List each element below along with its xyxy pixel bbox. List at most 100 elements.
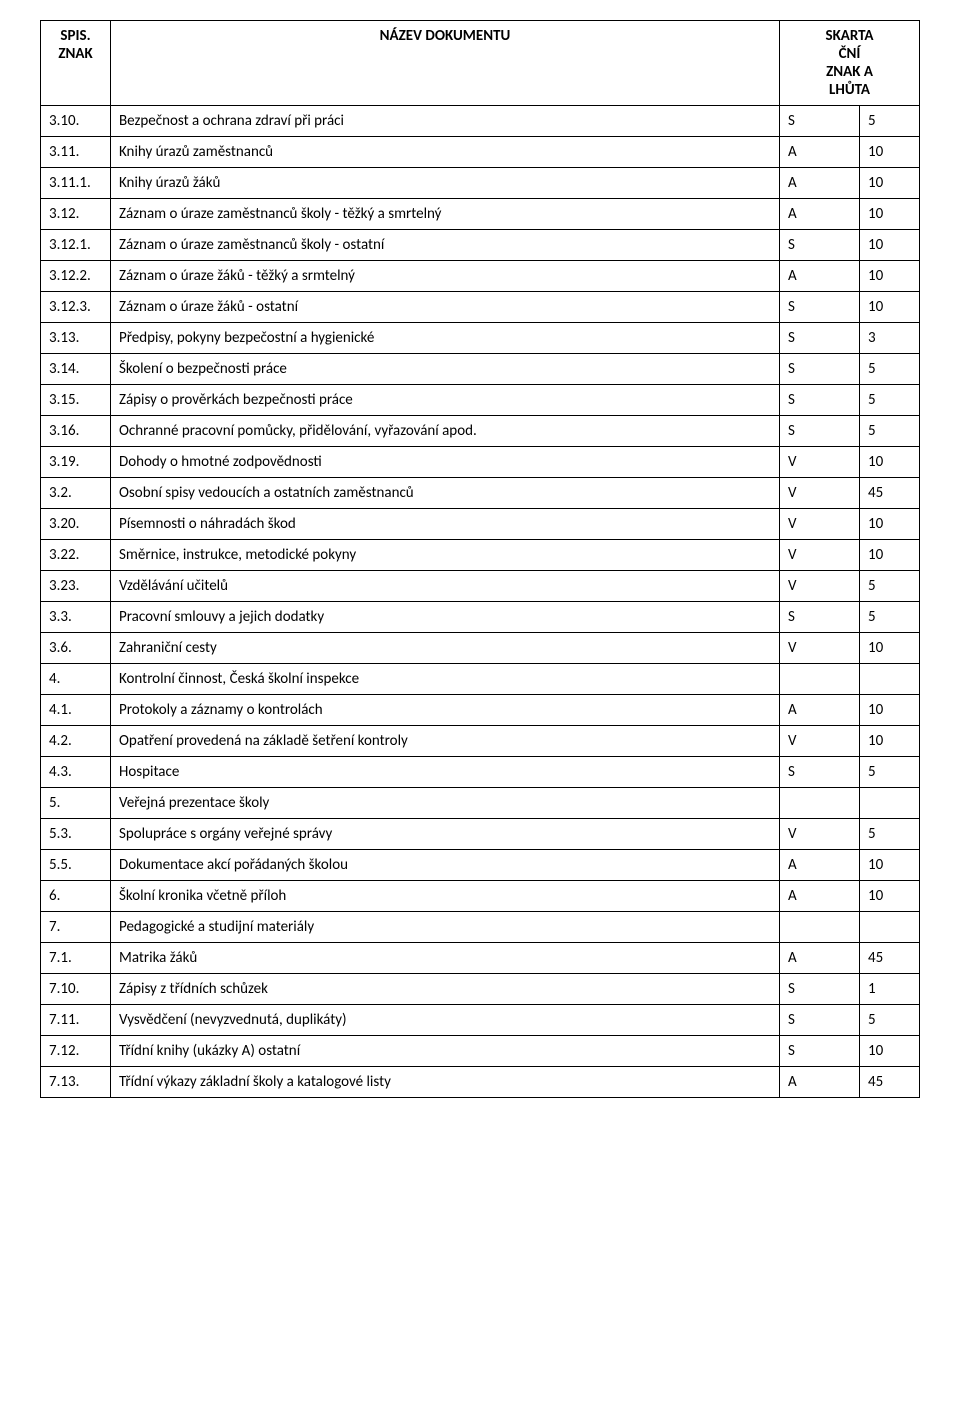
cell-lhuta: 10 [860,881,920,912]
cell-spis-znak: 4.1. [41,695,111,726]
table-row: 3.14.Školení o bezpečnosti práceS5 [41,354,920,385]
cell-nazev: Písemnosti o náhradách škod [111,509,780,540]
table-row: 3.11.1.Knihy úrazů žákůA10 [41,168,920,199]
cell-znak: A [780,881,860,912]
cell-znak: V [780,819,860,850]
cell-lhuta: 45 [860,1067,920,1098]
cell-nazev: Knihy úrazů žáků [111,168,780,199]
cell-lhuta: 10 [860,509,920,540]
table-row: 3.12.Záznam o úraze zaměstnanců školy - … [41,199,920,230]
cell-lhuta [860,788,920,819]
cell-lhuta: 10 [860,850,920,881]
cell-nazev: Záznam o úraze žáků - ostatní [111,292,780,323]
cell-nazev: Zápisy o prověrkách bezpečnosti práce [111,385,780,416]
table-row: 3.2.Osobní spisy vedoucích a ostatních z… [41,478,920,509]
cell-spis-znak: 3.12. [41,199,111,230]
cell-lhuta: 10 [860,540,920,571]
table-row: 3.22.Směrnice, instrukce, metodické poky… [41,540,920,571]
cell-lhuta: 5 [860,571,920,602]
cell-znak: V [780,509,860,540]
cell-lhuta: 5 [860,385,920,416]
cell-znak: S [780,230,860,261]
header-skartacni-znak-lhuta: SKARTA ČNÍ ZNAK A LHŮTA [780,21,920,106]
cell-spis-znak: 5.5. [41,850,111,881]
table-row: 3.11.Knihy úrazů zaměstnancůA10 [41,137,920,168]
table-row: 3.3.Pracovní smlouvy a jejich dodatkyS5 [41,602,920,633]
cell-lhuta: 5 [860,757,920,788]
cell-lhuta: 10 [860,199,920,230]
cell-znak: V [780,447,860,478]
cell-znak: S [780,1036,860,1067]
cell-lhuta: 10 [860,447,920,478]
cell-lhuta: 10 [860,168,920,199]
cell-nazev: Třídní výkazy základní školy a katalogov… [111,1067,780,1098]
table-row: 3.19.Dohody o hmotné zodpovědnostiV10 [41,447,920,478]
cell-znak: V [780,478,860,509]
cell-spis-znak: 3.15. [41,385,111,416]
table-row: 7.10.Zápisy z třídních schůzekS1 [41,974,920,1005]
cell-spis-znak: 3.2. [41,478,111,509]
cell-nazev: Zahraniční cesty [111,633,780,664]
cell-lhuta: 10 [860,726,920,757]
cell-spis-znak: 7.10. [41,974,111,1005]
cell-lhuta: 45 [860,478,920,509]
cell-spis-znak: 5. [41,788,111,819]
table-row: 3.6.Zahraniční cestyV10 [41,633,920,664]
header-spis-znak: SPIS. ZNAK [41,21,111,106]
cell-nazev: Kontrolní činnost, Česká školní inspekce [111,664,780,695]
cell-nazev: Záznam o úraze zaměstnanců školy - ostat… [111,230,780,261]
cell-nazev: Matrika žáků [111,943,780,974]
cell-spis-znak: 3.11. [41,137,111,168]
cell-znak: A [780,1067,860,1098]
cell-znak: A [780,850,860,881]
cell-spis-znak: 7. [41,912,111,943]
cell-spis-znak: 7.13. [41,1067,111,1098]
cell-nazev: Ochranné pracovní pomůcky, přidělování, … [111,416,780,447]
table-row: 4.1.Protokoly a záznamy o kontroláchA10 [41,695,920,726]
cell-lhuta [860,664,920,695]
cell-nazev: Třídní knihy (ukázky A) ostatní [111,1036,780,1067]
cell-lhuta: 3 [860,323,920,354]
cell-znak: V [780,571,860,602]
cell-nazev: Opatření provedená na základě šetření ko… [111,726,780,757]
cell-znak: A [780,168,860,199]
cell-znak: S [780,385,860,416]
cell-nazev: Protokoly a záznamy o kontrolách [111,695,780,726]
cell-znak: S [780,416,860,447]
cell-spis-znak: 4. [41,664,111,695]
cell-lhuta: 5 [860,354,920,385]
cell-nazev: Předpisy, pokyny bezpečostní a hygienick… [111,323,780,354]
cell-lhuta: 10 [860,1036,920,1067]
table-row: 3.16.Ochranné pracovní pomůcky, přidělov… [41,416,920,447]
cell-spis-znak: 7.11. [41,1005,111,1036]
cell-nazev: Knihy úrazů zaměstnanců [111,137,780,168]
cell-znak: A [780,261,860,292]
cell-lhuta [860,912,920,943]
cell-spis-znak: 3.23. [41,571,111,602]
cell-spis-znak: 3.12.3. [41,292,111,323]
cell-nazev: Směrnice, instrukce, metodické pokyny [111,540,780,571]
table-row: 7.11.Vysvědčení (nevyzvednutá, duplikáty… [41,1005,920,1036]
cell-znak: S [780,323,860,354]
cell-lhuta: 5 [860,416,920,447]
cell-nazev: Vysvědčení (nevyzvednutá, duplikáty) [111,1005,780,1036]
table-row: 5.5.Dokumentace akcí pořádaných školouA1… [41,850,920,881]
cell-spis-znak: 3.12.1. [41,230,111,261]
cell-lhuta: 5 [860,602,920,633]
cell-nazev: Osobní spisy vedoucích a ostatních zaměs… [111,478,780,509]
cell-nazev: Bezpečnost a ochrana zdraví při práci [111,106,780,137]
cell-lhuta: 10 [860,633,920,664]
table-row: 7.1.Matrika žákůA45 [41,943,920,974]
header-nazev-dokumentu: NÁZEV DOKUMENTU [111,21,780,106]
cell-spis-znak: 3.22. [41,540,111,571]
cell-znak: A [780,199,860,230]
cell-nazev: Vzdělávání učitelů [111,571,780,602]
cell-znak: A [780,943,860,974]
cell-nazev: Záznam o úraze žáků - těžký a srmtelný [111,261,780,292]
cell-nazev: Pedagogické a studijní materiály [111,912,780,943]
cell-lhuta: 5 [860,1005,920,1036]
cell-spis-znak: 6. [41,881,111,912]
table-row: 3.20.Písemnosti o náhradách škodV10 [41,509,920,540]
table-row: 4.3.HospitaceS5 [41,757,920,788]
cell-znak: V [780,633,860,664]
